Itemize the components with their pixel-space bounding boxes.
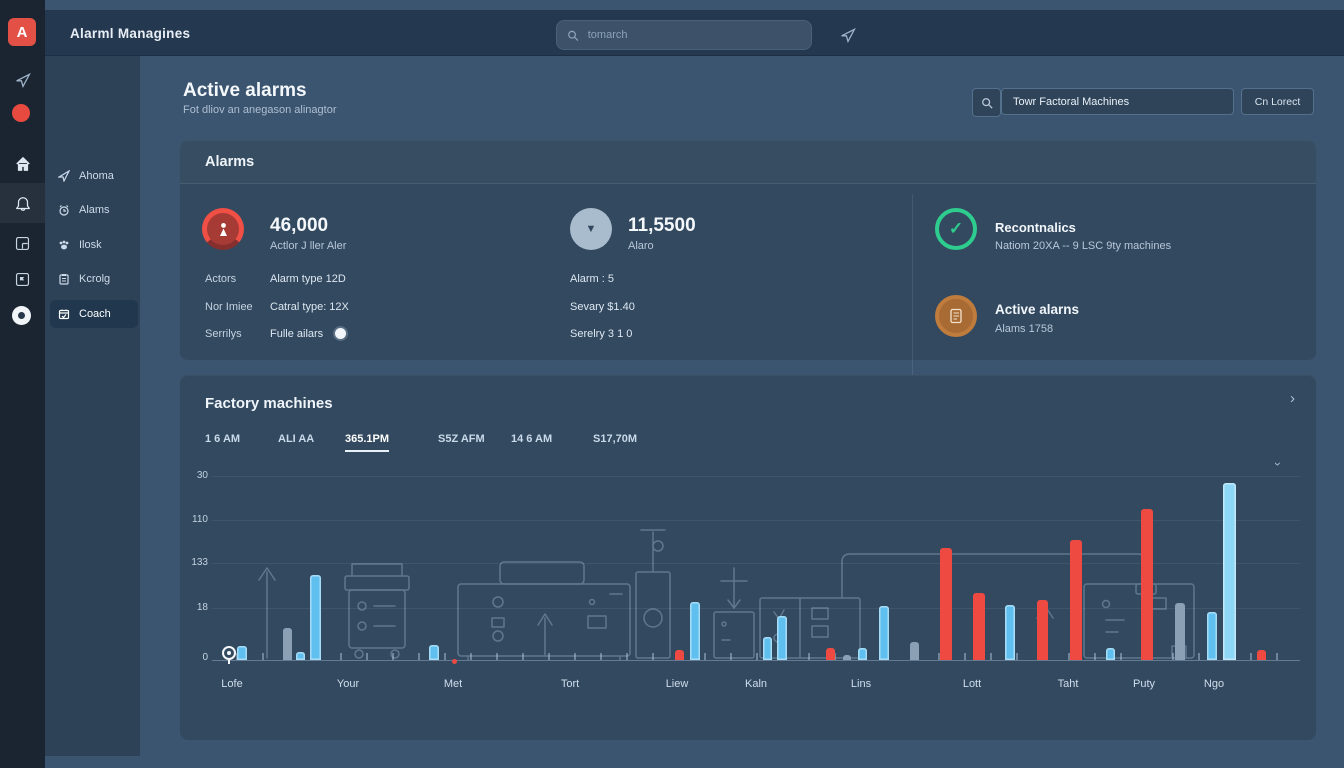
sidebar-item-coach[interactable]: Coach — [50, 300, 138, 328]
stat-row-value: Catral type: 12X — [270, 301, 349, 313]
tab-time-4[interactable]: S5Z AFM — [438, 433, 485, 445]
sidebar-item-ilosk[interactable]: Ilosk — [50, 231, 138, 259]
paw-icon — [59, 240, 69, 250]
clipboard-icon — [59, 274, 69, 285]
tab-time-2[interactable]: ALI AA — [278, 433, 315, 445]
compass-icon — [58, 170, 70, 182]
global-search-input[interactable] — [585, 28, 801, 42]
stat-value: 46,000 — [270, 215, 329, 236]
notification-badge — [12, 104, 30, 122]
sidebar-item-label: Ilosk — [79, 239, 102, 251]
bell-icon[interactable] — [13, 194, 32, 213]
stat-row-label: Actors — [205, 273, 237, 285]
stat-title: Recontnalics — [995, 220, 1076, 235]
stat-subtitle: Natiom 20XA -- 9 LSC 9ty machines — [995, 240, 1172, 252]
calendar-icon — [58, 309, 70, 320]
stat-value: 11,5500 — [628, 215, 696, 236]
record-icon[interactable] — [12, 306, 31, 325]
layout-icon[interactable] — [13, 234, 32, 253]
search-icon — [981, 97, 993, 109]
stat-row-value: Alarm type 12D — [270, 273, 346, 285]
sidebar — [45, 55, 140, 756]
alert-ring-icon — [202, 208, 244, 250]
search-icon — [568, 30, 579, 41]
connect-button[interactable]: Cn Lorect — [1241, 88, 1314, 115]
chevron-right-icon[interactable]: › — [1290, 390, 1295, 407]
panel-divider — [912, 194, 913, 490]
stat-title: Active alarns — [995, 302, 1080, 317]
tab-time-5[interactable]: 14 6 AM — [511, 433, 553, 445]
document-circle-icon — [935, 295, 977, 337]
sidebar-item-alams[interactable]: Alams — [50, 196, 138, 224]
stat-subtitle: Alams 1758 — [995, 323, 1054, 335]
stat-row-value: Alarm : 5 — [570, 273, 615, 285]
machines-search-button[interactable] — [972, 88, 1001, 117]
sidebar-item-label: Kcrolg — [79, 273, 111, 285]
page-subtitle: Fot dliov an anegason alinagtor — [183, 104, 337, 116]
sidebar-item-kcrolg[interactable]: Kcrolg — [50, 265, 138, 293]
stat-row-value: Serelry 3 1 0 — [570, 328, 633, 340]
document-icon — [949, 308, 962, 324]
alarm-icon — [59, 205, 69, 216]
sidebar-item-label: Coach — [79, 308, 111, 320]
sidebar-item-label: Ahoma — [79, 170, 114, 182]
home-icon[interactable] — [13, 154, 32, 173]
tab-time-1[interactable]: 1 6 AM — [205, 433, 241, 445]
stat-row-value: Fulle ailars — [270, 328, 324, 340]
alarms-panel: Alarms 46,000 Actlor J ller Aler Actors … — [180, 140, 1316, 490]
global-search[interactable] — [556, 20, 812, 50]
check-circle-icon: ✓ — [935, 208, 977, 250]
stat-row-label: Serrilys — [205, 328, 242, 340]
factory-machines-panel: Factory machines › 1 6 AM ALI AA 365.1PM… — [180, 375, 1316, 740]
tab-time-3[interactable]: 365.1PM — [345, 433, 390, 452]
icon-rail — [0, 0, 45, 768]
alarms-panel-header — [180, 140, 1316, 184]
sidebar-item-ahoma[interactable]: Ahoma — [50, 162, 138, 190]
plane-icon[interactable] — [13, 70, 32, 89]
alarms-panel-title: Alarms — [205, 154, 255, 170]
person-alert-icon — [219, 222, 227, 236]
stat-label: Actlor J ller Aler — [270, 240, 347, 252]
triangle-down-icon: ▼ — [570, 208, 612, 250]
tab-time-6[interactable]: S17,70M — [593, 433, 638, 445]
machines-search-input[interactable] — [1011, 94, 1224, 109]
page-title: Active alarms — [183, 80, 307, 101]
app-logo[interactable]: A — [8, 18, 36, 46]
stat-row-value: Sevary $1.40 — [570, 301, 635, 313]
rail-active-highlight — [0, 183, 45, 223]
flag-panel-icon[interactable] — [13, 270, 32, 289]
machines-search-field[interactable] — [1001, 88, 1234, 115]
stat-label: Alaro — [628, 240, 654, 252]
sidebar-item-label: Alams — [79, 204, 110, 216]
app-title: Alarml Managines — [70, 26, 191, 41]
toggle-switch[interactable] — [335, 328, 346, 339]
machines-panel-title: Factory machines — [205, 395, 333, 412]
stat-row-label: Nor Imiee — [205, 301, 253, 313]
send-icon[interactable] — [840, 27, 856, 48]
